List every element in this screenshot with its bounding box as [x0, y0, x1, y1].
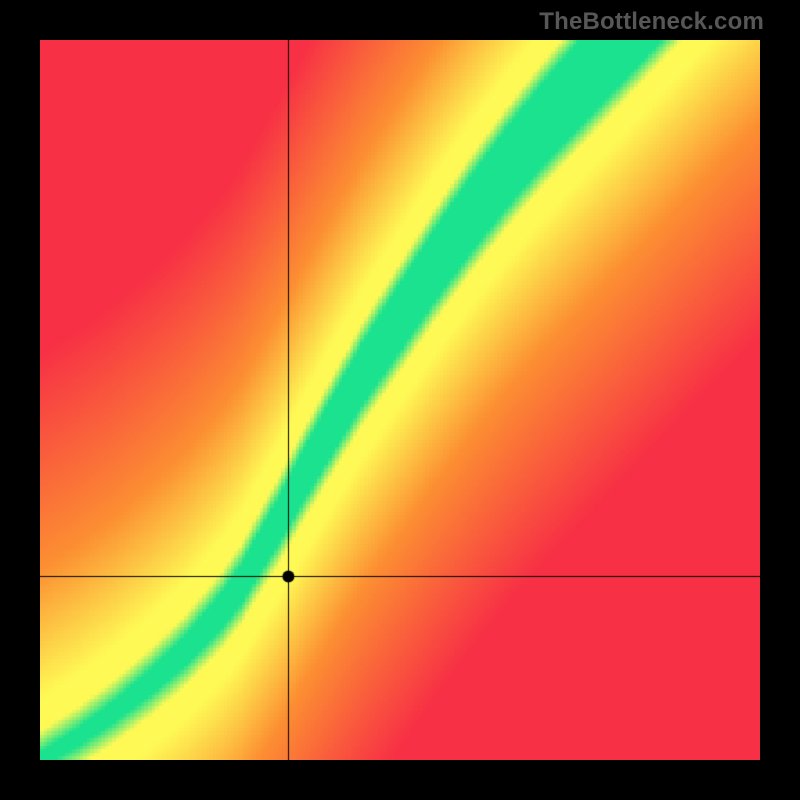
bottleneck-heatmap-canvas	[40, 40, 760, 760]
chart-frame: TheBottleneck.com	[0, 0, 800, 800]
watermark-text: TheBottleneck.com	[539, 8, 764, 36]
